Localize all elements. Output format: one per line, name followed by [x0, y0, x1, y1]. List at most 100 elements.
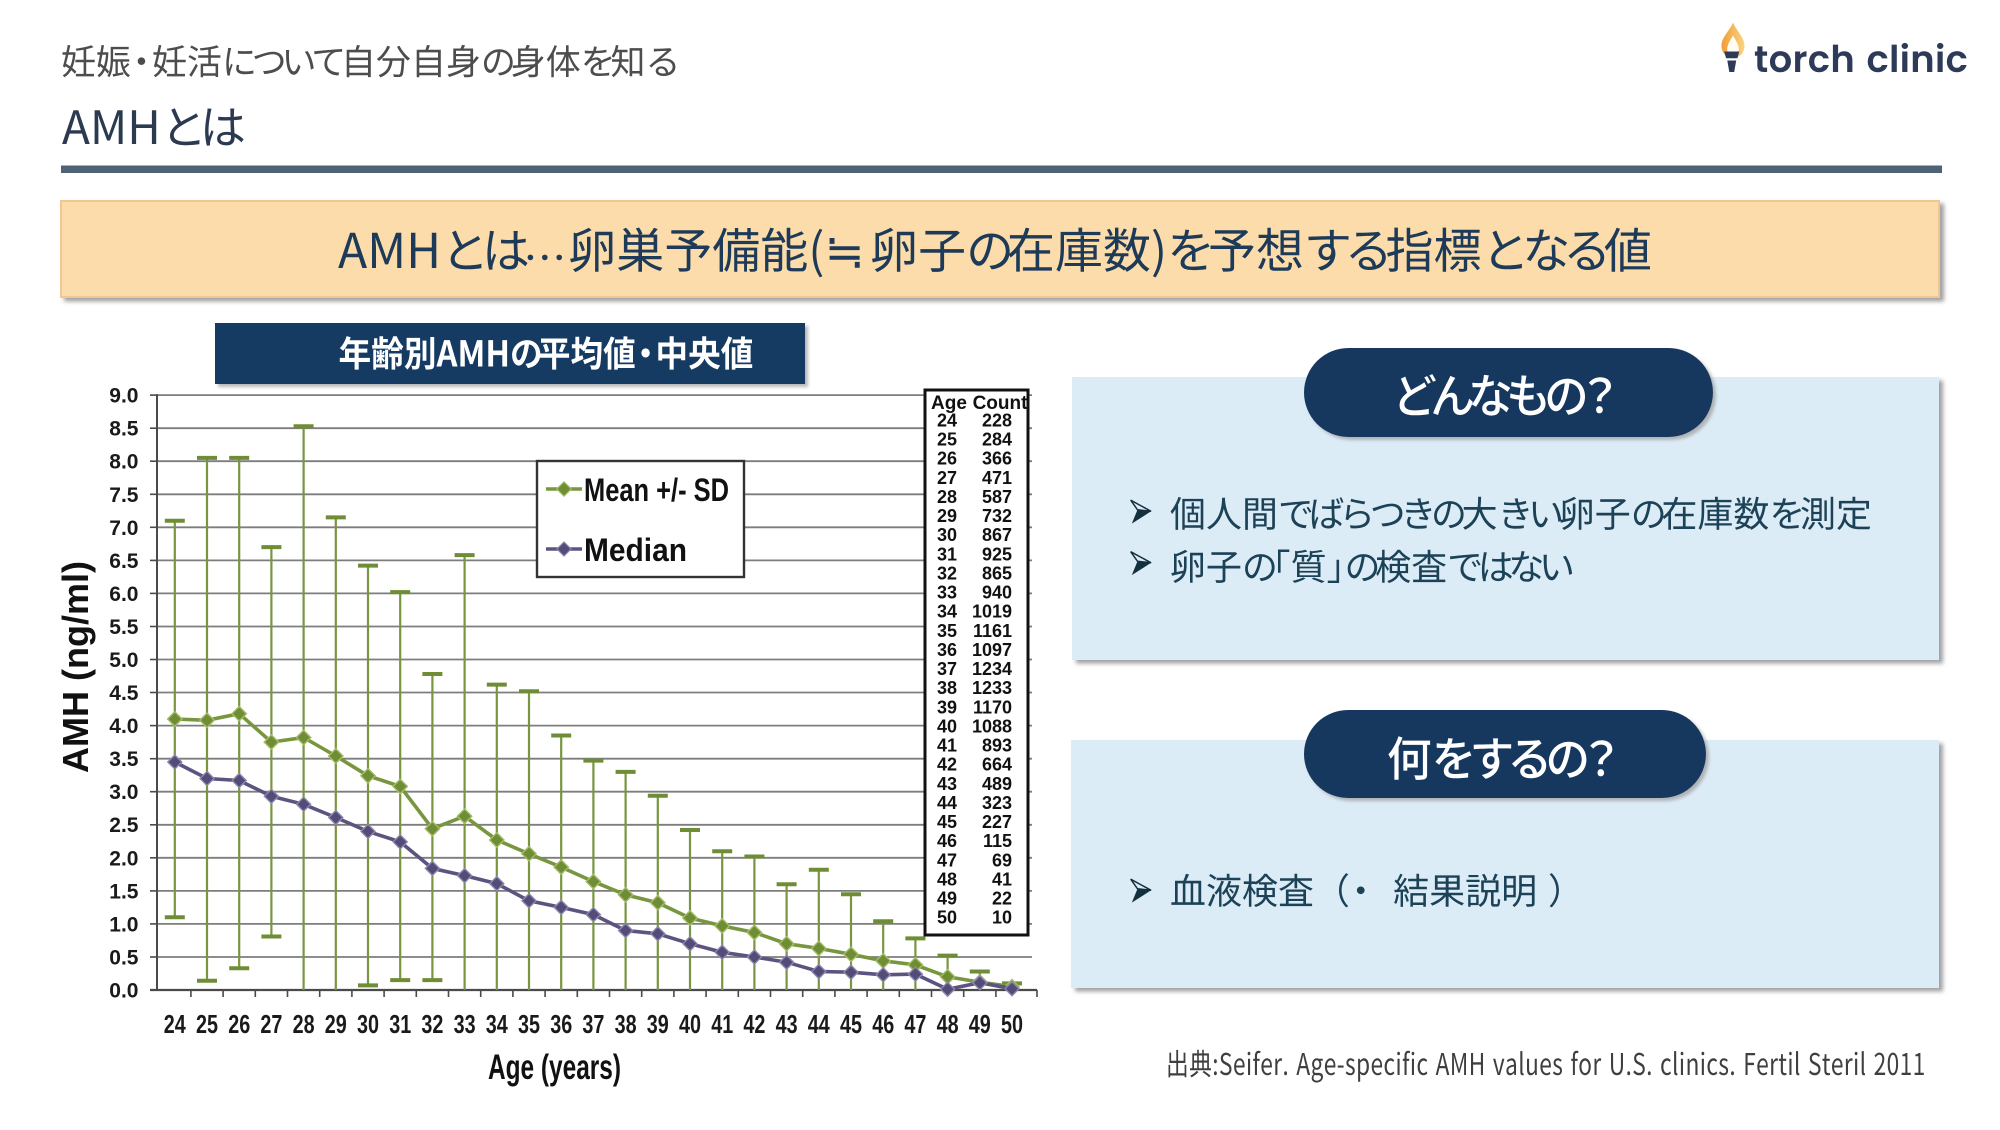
svg-text:48: 48: [937, 1009, 959, 1039]
svg-text:5.0: 5.0: [109, 649, 138, 672]
svg-text:32: 32: [937, 564, 957, 584]
svg-text:25: 25: [196, 1009, 218, 1039]
svg-text:43: 43: [776, 1009, 798, 1039]
svg-text:228: 228: [982, 411, 1012, 431]
svg-text:4.0: 4.0: [109, 715, 138, 738]
svg-text:31: 31: [937, 544, 957, 564]
svg-text:1161: 1161: [973, 621, 1012, 641]
svg-text:39: 39: [647, 1009, 669, 1039]
svg-text:9.0: 9.0: [109, 385, 138, 408]
svg-text:1097: 1097: [972, 640, 1012, 660]
svg-text:34: 34: [937, 602, 957, 622]
svg-text:10: 10: [992, 908, 1012, 928]
svg-text:39: 39: [937, 697, 957, 717]
svg-text:865: 865: [982, 564, 1012, 584]
svg-text:40: 40: [679, 1009, 701, 1039]
svg-text:36: 36: [550, 1009, 572, 1039]
svg-text:50: 50: [1001, 1009, 1023, 1039]
svg-text:940: 940: [982, 583, 1012, 603]
svg-text:2.5: 2.5: [109, 814, 139, 837]
svg-text:1170: 1170: [973, 697, 1012, 717]
svg-text:1.5: 1.5: [109, 880, 139, 903]
svg-text:29: 29: [937, 506, 957, 526]
svg-text:33: 33: [937, 583, 957, 603]
svg-text:284: 284: [982, 430, 1012, 450]
svg-text:26: 26: [937, 449, 957, 469]
svg-text:1.0: 1.0: [109, 913, 138, 936]
svg-text:38: 38: [615, 1009, 637, 1039]
svg-text:0.0: 0.0: [109, 980, 138, 1003]
svg-text:37: 37: [582, 1009, 604, 1039]
svg-text:38: 38: [937, 678, 957, 698]
svg-text:29: 29: [325, 1009, 347, 1039]
svg-text:46: 46: [872, 1009, 894, 1039]
svg-text:27: 27: [260, 1009, 282, 1039]
svg-text:69: 69: [992, 850, 1012, 870]
svg-text:26: 26: [228, 1009, 250, 1039]
svg-text:AMH (ng/ml): AMH (ng/ml): [55, 561, 96, 773]
svg-text:471: 471: [982, 468, 1012, 488]
svg-text:46: 46: [937, 831, 957, 851]
svg-text:45: 45: [937, 812, 957, 832]
svg-text:3.0: 3.0: [109, 781, 138, 804]
svg-text:732: 732: [982, 506, 1012, 526]
svg-text:44: 44: [937, 793, 957, 813]
svg-text:41: 41: [992, 869, 1012, 889]
svg-text:Mean +/- SD: Mean +/- SD: [584, 472, 729, 508]
svg-text:Age: Age: [931, 393, 967, 414]
svg-text:49: 49: [969, 1009, 991, 1039]
svg-text:8.5: 8.5: [109, 418, 139, 441]
svg-text:1234: 1234: [972, 659, 1012, 679]
svg-text:Median: Median: [584, 532, 687, 568]
svg-text:Age (years): Age (years): [488, 1048, 621, 1087]
svg-text:925: 925: [982, 544, 1012, 564]
svg-text:5.5: 5.5: [109, 616, 139, 639]
svg-text:1233: 1233: [972, 678, 1012, 698]
svg-text:6.5: 6.5: [109, 550, 139, 573]
svg-text:49: 49: [937, 889, 957, 909]
svg-text:41: 41: [937, 736, 957, 756]
svg-text:40: 40: [937, 716, 957, 736]
svg-text:31: 31: [389, 1009, 411, 1039]
svg-text:323: 323: [982, 793, 1012, 813]
svg-text:664: 664: [982, 755, 1012, 775]
svg-text:42: 42: [937, 755, 957, 775]
svg-text:48: 48: [937, 869, 957, 889]
svg-text:366: 366: [982, 449, 1012, 469]
svg-text:227: 227: [982, 812, 1012, 832]
svg-text:8.0: 8.0: [109, 451, 138, 474]
svg-text:Count: Count: [973, 393, 1029, 414]
svg-text:30: 30: [357, 1009, 379, 1039]
svg-text:25: 25: [937, 430, 957, 450]
svg-text:37: 37: [937, 659, 957, 679]
svg-text:22: 22: [992, 889, 1012, 909]
svg-text:6.0: 6.0: [109, 583, 138, 606]
svg-text:32: 32: [421, 1009, 443, 1039]
svg-text:47: 47: [904, 1009, 926, 1039]
svg-text:1019: 1019: [972, 602, 1012, 622]
svg-text:24: 24: [164, 1009, 186, 1039]
svg-text:7.0: 7.0: [109, 517, 138, 540]
svg-text:47: 47: [937, 850, 957, 870]
svg-text:1088: 1088: [972, 716, 1012, 736]
svg-text:45: 45: [840, 1009, 862, 1039]
svg-text:35: 35: [937, 621, 957, 641]
svg-text:50: 50: [937, 908, 957, 928]
svg-text:44: 44: [808, 1009, 830, 1039]
svg-text:28: 28: [937, 487, 957, 507]
svg-text:7.5: 7.5: [109, 484, 139, 507]
svg-text:42: 42: [743, 1009, 765, 1039]
svg-text:115: 115: [983, 831, 1012, 851]
svg-text:36: 36: [937, 640, 957, 660]
svg-text:30: 30: [937, 525, 957, 545]
svg-text:0.5: 0.5: [109, 947, 139, 970]
svg-text:893: 893: [982, 736, 1012, 756]
svg-text:24: 24: [937, 411, 957, 431]
svg-text:28: 28: [293, 1009, 315, 1039]
svg-text:41: 41: [711, 1009, 733, 1039]
svg-text:587: 587: [982, 487, 1012, 507]
svg-text:27: 27: [937, 468, 957, 488]
svg-text:33: 33: [454, 1009, 476, 1039]
svg-text:43: 43: [937, 774, 957, 794]
svg-text:489: 489: [982, 774, 1012, 794]
